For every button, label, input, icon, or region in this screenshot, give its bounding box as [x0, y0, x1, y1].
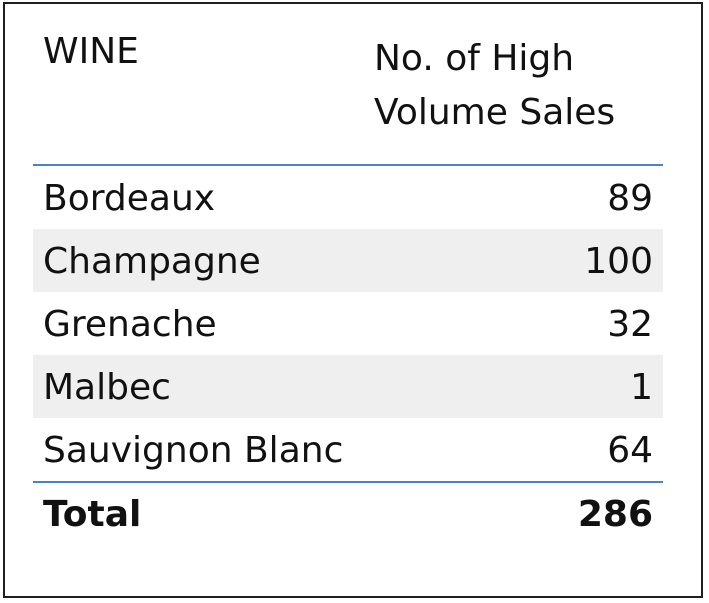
cell-wine: Sauvignon Blanc — [43, 430, 344, 471]
cell-wine: Malbec — [43, 367, 171, 408]
cell-sales: 89 — [607, 178, 653, 219]
column-header-sales-line1: No. of High — [374, 38, 575, 79]
table-visual-frame: WINE No. of High Volume Sales Bordeaux 8… — [3, 2, 703, 598]
cell-sales: 1 — [630, 367, 653, 408]
cell-wine: Bordeaux — [43, 178, 216, 219]
total-value: 286 — [577, 494, 653, 535]
cell-wine: Grenache — [43, 304, 217, 345]
cell-wine: Champagne — [43, 241, 261, 282]
table-header: WINE No. of High Volume Sales — [33, 4, 663, 166]
column-header-sales-line2: Volume Sales — [374, 92, 616, 133]
table-row: Malbec 1 — [33, 355, 663, 418]
table-row: Bordeaux 89 — [33, 166, 663, 229]
total-row: Total 286 — [33, 481, 663, 545]
table-row: Sauvignon Blanc 64 — [33, 418, 663, 481]
table-row: Grenache 32 — [33, 292, 663, 355]
cell-sales: 100 — [584, 241, 653, 282]
column-header-sales[interactable]: No. of High Volume Sales — [374, 32, 654, 140]
wine-sales-table: WINE No. of High Volume Sales Bordeaux 8… — [33, 4, 663, 545]
cell-sales: 32 — [607, 304, 653, 345]
total-label: Total — [43, 494, 142, 535]
table-row: Champagne 100 — [33, 229, 663, 292]
column-header-wine[interactable]: WINE — [43, 31, 139, 72]
cell-sales: 64 — [607, 430, 653, 471]
